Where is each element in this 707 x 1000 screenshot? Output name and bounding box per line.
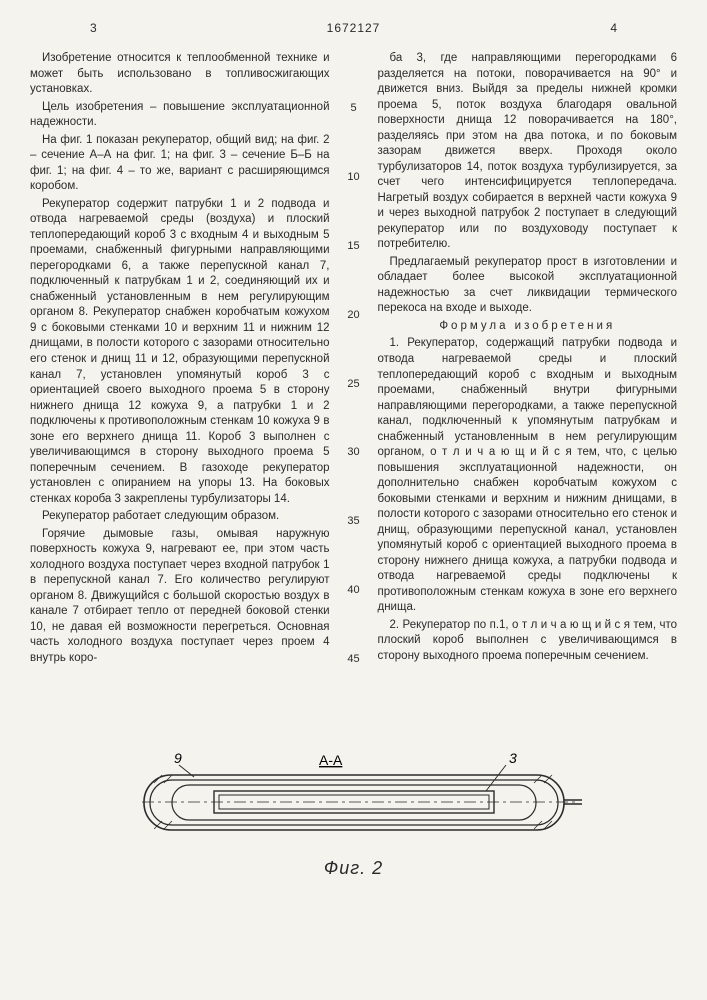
line-marker: 20 [345, 308, 363, 323]
claim: 1. Рекуператор, содержащий патрубки подв… [378, 336, 678, 615]
recuperator-diagram: 9 А-А 3 [124, 751, 584, 851]
para: Горячие дымовые газы, омывая наружную по… [30, 527, 330, 667]
patent-number: 1672127 [327, 20, 381, 36]
mid-shell [172, 785, 536, 820]
line-number-gutter: 5 10 15 20 25 30 35 40 45 [345, 51, 363, 721]
page-num-left: 3 [90, 20, 97, 36]
line-marker: 30 [345, 445, 363, 460]
line-marker: 5 [345, 101, 363, 116]
formula-title: Формула изобретения [378, 319, 678, 335]
right-column: ба 3, где направляющими перегородками 6 … [378, 51, 678, 721]
para: Предлагаемый рекуператор прост в изготов… [378, 255, 678, 317]
line-marker: 35 [345, 514, 363, 529]
text-columns: Изобретение относится к теплообменной те… [30, 51, 677, 721]
line-marker: 45 [345, 652, 363, 667]
para: На фиг. 1 показан рекуператор, общий вид… [30, 133, 330, 195]
callout-3: 3 [509, 751, 517, 766]
section-label: А-А [319, 752, 343, 768]
para: Цель изобретения – повышение эксплуатаци… [30, 100, 330, 131]
callout-9: 9 [174, 751, 182, 766]
line-marker: 10 [345, 170, 363, 185]
para: Рекуператор содержит патрубки 1 и 2 подв… [30, 197, 330, 507]
para: Рекуператор работает следующим образом. [30, 509, 330, 525]
line-marker: 15 [345, 239, 363, 254]
leader-line [486, 765, 506, 791]
page-num-right: 4 [610, 20, 617, 36]
left-column: Изобретение относится к теплообменной те… [30, 51, 330, 721]
claim: 2. Рекуператор по п.1, о т л и ч а ю щ и… [378, 618, 678, 665]
page-header: 3 1672127 4 [30, 20, 677, 36]
para: Изобретение относится к теплообменной те… [30, 51, 330, 98]
line-marker: 25 [345, 377, 363, 392]
para: ба 3, где направляющими перегородками 6 … [378, 51, 678, 253]
figure-2: 9 А-А 3 Фиг. 2 [30, 751, 677, 880]
line-marker: 40 [345, 583, 363, 598]
figure-caption: Фиг. 2 [30, 856, 677, 880]
outer-shell-inner [150, 780, 558, 825]
outer-shell [144, 775, 564, 830]
